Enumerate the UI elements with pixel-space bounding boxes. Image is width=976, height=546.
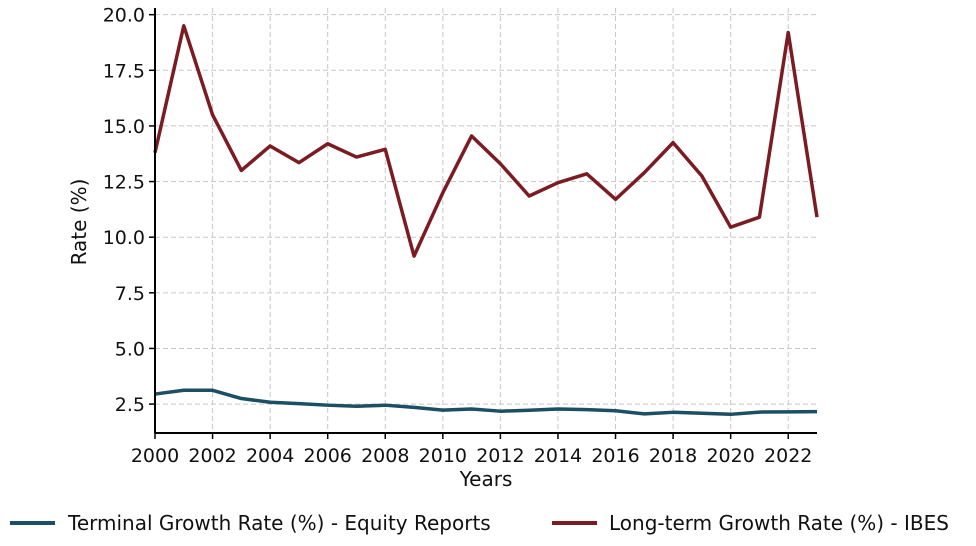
series-line-long-term-growth <box>153 24 819 258</box>
x-tick-label: 2006 <box>304 445 352 467</box>
x-tick-label: 2018 <box>649 445 697 467</box>
legend-label-terminal-growth: Terminal Growth Rate (%) - Equity Report… <box>67 511 491 535</box>
grid-lines <box>154 8 817 433</box>
x-axis-title: Years <box>459 467 513 491</box>
y-tick-label: 5.0 <box>115 338 145 360</box>
y-tick-label: 7.5 <box>115 283 145 305</box>
y-tick-label: 15.0 <box>103 116 145 138</box>
x-tick-label: 2002 <box>188 445 236 467</box>
x-tick-label: 2016 <box>591 445 639 467</box>
y-tick-label: 12.5 <box>103 172 145 194</box>
y-axis-title: Rate (%) <box>67 179 91 266</box>
x-tick-label: 2008 <box>361 445 409 467</box>
x-tick-label: 2022 <box>764 445 812 467</box>
x-tick-label: 2020 <box>706 445 754 467</box>
axes <box>149 8 817 439</box>
y-tick-label: 10.0 <box>103 227 145 249</box>
x-tick-label: 2000 <box>131 445 179 467</box>
legend-label-long-term-growth: Long-term Growth Rate (%) - IBES <box>609 511 949 535</box>
y-tick-label: 2.5 <box>115 394 145 416</box>
x-tick-label: 2010 <box>419 445 467 467</box>
y-tick-label: 20.0 <box>103 5 145 27</box>
x-tick-label: 2014 <box>534 445 582 467</box>
tick-labels: 2000 2002 2004 2006 2008 2010 2012 2014 2016 2018… <box>103 5 813 467</box>
series-lines <box>153 24 819 417</box>
legend: Terminal Growth Rate (%) - Equity Report… <box>10 511 949 535</box>
x-tick-label: 2012 <box>476 445 524 467</box>
x-tick-label: 2004 <box>246 445 294 467</box>
y-tick-label: 17.5 <box>103 60 145 82</box>
series-line-terminal-growth <box>154 388 818 417</box>
